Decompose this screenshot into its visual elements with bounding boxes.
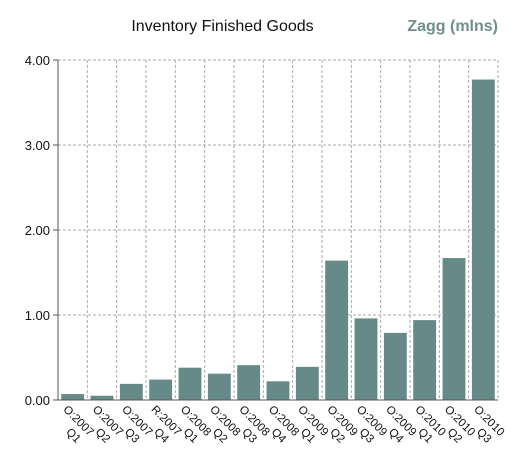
bar (266, 381, 290, 400)
y-tick-label: 1.00 (25, 308, 50, 323)
bar (237, 365, 261, 400)
bar (354, 318, 378, 400)
chart-title: Inventory Finished Goods (131, 18, 314, 35)
y-tick-label: 0.00 (25, 393, 50, 408)
bar (178, 367, 202, 400)
bar (207, 373, 231, 400)
bar (149, 379, 173, 400)
bar (413, 320, 437, 400)
bar (90, 395, 114, 400)
bar (295, 366, 319, 400)
bar (383, 332, 407, 400)
bar (325, 260, 349, 400)
bar (442, 258, 466, 400)
bar (119, 383, 143, 400)
bar (471, 79, 495, 401)
y-tick-label: 3.00 (25, 138, 50, 153)
y-tick-label: 4.00 (25, 53, 50, 68)
y-tick-label: 2.00 (25, 223, 50, 238)
x-tick-label: O:2007Q1 (51, 404, 96, 449)
chart-brand-label: Zagg (mlns) (407, 18, 498, 35)
bar (61, 394, 85, 400)
